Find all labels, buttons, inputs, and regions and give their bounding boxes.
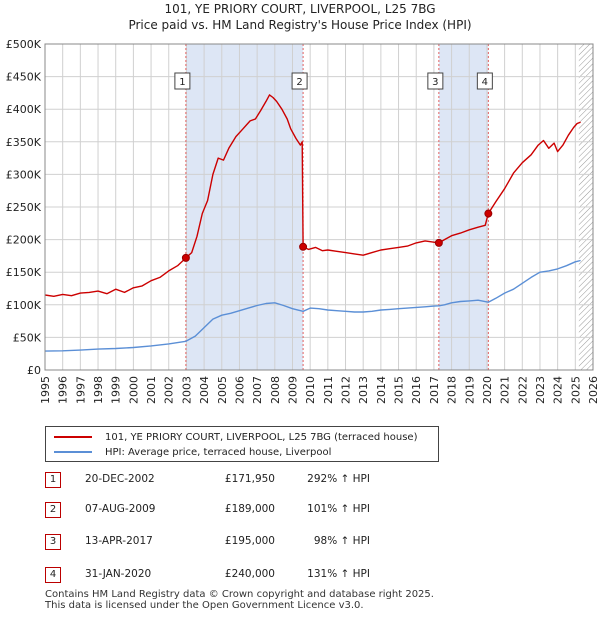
price-chart: 1995 1996 1997 1998 1999 2000 2001 2002 2003 2004…	[6, 38, 600, 404]
sale-row: 2 07-AUG-2009 £189,000 101% ↑ HPI	[45, 502, 565, 518]
sale-point	[484, 209, 493, 218]
y-tick-label: £50K	[13, 331, 42, 344]
y-tick-label: £400K	[6, 103, 42, 116]
y-tick-label: £200K	[6, 234, 42, 247]
x-tick-label: 1995	[39, 376, 52, 404]
x-tick-label: 2026	[587, 376, 600, 404]
sale-marker-label: 4	[476, 72, 493, 90]
x-tick-label: 2001	[145, 376, 158, 404]
x-tick-label: 2020	[481, 376, 494, 404]
sale-price: £171,950	[224, 473, 275, 485]
footer-copyright: Contains HM Land Registry data © Crown c…	[45, 589, 434, 600]
x-tick-label: 2008	[269, 376, 282, 404]
legend-item-hpi: HPI: Average price, terraced house, Live…	[54, 445, 331, 459]
sale-date: 20-DEC-2002	[85, 473, 155, 485]
x-tick-label: 2019	[463, 376, 476, 404]
x-tick-label: 2012	[340, 376, 353, 404]
x-tick-label: 2015	[393, 376, 406, 404]
sale-marker-number: 3	[432, 77, 438, 88]
sale-date: 07-AUG-2009	[85, 503, 156, 515]
sale-point	[434, 238, 443, 247]
legend-item-property: 101, YE PRIORY COURT, LIVERPOOL, L25 7BG…	[54, 430, 417, 444]
y-tick-label: £100K	[6, 299, 42, 312]
x-tick-label: 2025	[569, 376, 582, 404]
sale-marker-label: 3	[427, 72, 444, 90]
sale-hpi-change: 98% ↑ HPI	[313, 535, 370, 547]
sale-price: £240,000	[224, 568, 275, 580]
x-tick-label: 2017	[428, 376, 441, 404]
y-tick-label: £300K	[6, 168, 42, 181]
sale-marker-box	[174, 72, 191, 90]
sale-marker-number: 1	[179, 77, 185, 88]
x-tick-label: 2021	[499, 376, 512, 404]
x-tick-label: 2003	[180, 376, 193, 404]
sale-price: £189,000	[224, 503, 275, 515]
sale-row: 3 13-APR-2017 £195,000 98% ↑ HPI	[45, 534, 565, 550]
x-tick-label: 2009	[286, 376, 299, 404]
legend-swatch-hpi	[54, 451, 92, 453]
sale-hpi-change: 292% ↑ HPI	[307, 473, 370, 485]
y-tick-label: £250K	[6, 201, 42, 214]
sale-number-badge: 2	[45, 502, 61, 518]
sale-number-badge: 4	[45, 567, 61, 583]
plot-frame	[44, 43, 594, 371]
sale-marker-box	[291, 72, 308, 90]
x-tick-label: 2004	[198, 376, 211, 404]
sale-marker-box	[476, 72, 493, 90]
x-tick-label: 2007	[251, 376, 264, 404]
sale-row: 1 20-DEC-2002 £171,950 292% ↑ HPI	[45, 472, 565, 488]
sale-hpi-change: 131% ↑ HPI	[307, 568, 370, 580]
legend-swatch-property	[54, 436, 92, 438]
x-tick-label: 1996	[57, 376, 70, 404]
sale-number-badge: 1	[45, 472, 61, 488]
y-tick-label: £150K	[6, 266, 42, 279]
x-tick-label: 1999	[110, 376, 123, 404]
legend-label-property: 101, YE PRIORY COURT, LIVERPOOL, L25 7BG…	[105, 431, 418, 443]
x-tick-label: 2011	[322, 376, 335, 404]
sale-marker-label: 1	[174, 72, 191, 90]
x-tick-label: 2013	[357, 376, 370, 404]
sale-marker-box	[427, 72, 444, 90]
chart-title-line2: Price paid vs. HM Land Registry's House …	[128, 18, 472, 32]
y-tick-label: £0	[27, 364, 41, 377]
y-tick-label: £500K	[6, 38, 42, 51]
x-tick-label: 2016	[410, 376, 423, 404]
x-tick-label: 2018	[446, 376, 459, 404]
x-tick-label: 1998	[92, 376, 105, 404]
sale-marker-number: 4	[482, 77, 488, 88]
x-tick-label: 2024	[552, 376, 565, 404]
sale-number-badge: 3	[45, 534, 61, 550]
chart-title-line1: 101, YE PRIORY COURT, LIVERPOOL, L25 7BG	[164, 2, 436, 16]
y-tick-label: £350K	[6, 136, 42, 149]
footer-licence: This data is licensed under the Open Gov…	[45, 600, 364, 611]
x-tick-label: 2005	[216, 376, 229, 404]
x-tick-label: 2010	[304, 376, 317, 404]
y-tick-label: £450K	[6, 71, 42, 84]
sale-marker-number: 2	[296, 77, 302, 88]
sale-row: 4 31-JAN-2020 £240,000 131% ↑ HPI	[45, 567, 565, 583]
sale-price: £195,000	[224, 535, 275, 547]
hpi-line	[44, 259, 581, 352]
x-tick-label: 2006	[233, 376, 246, 404]
footer-note: Contains HM Land Registry data © Crown c…	[45, 589, 434, 611]
chart-legend: 101, YE PRIORY COURT, LIVERPOOL, L25 7BG…	[45, 426, 439, 462]
x-tick-label: 2000	[127, 376, 140, 404]
sale-hpi-change: 101% ↑ HPI	[307, 503, 370, 515]
sale-date: 13-APR-2017	[85, 535, 153, 547]
sale-marker-label: 2	[291, 72, 308, 90]
property-price-line	[44, 94, 581, 297]
sale-point	[181, 253, 190, 262]
x-tick-label: 2002	[163, 376, 176, 404]
x-tick-label: 2022	[516, 376, 529, 404]
sale-point	[299, 242, 308, 251]
x-tick-label: 1997	[74, 376, 87, 404]
x-tick-label: 2014	[375, 376, 388, 404]
x-tick-label: 2023	[534, 376, 547, 404]
sale-date: 31-JAN-2020	[85, 568, 152, 580]
legend-label-hpi: HPI: Average price, terraced house, Live…	[105, 446, 332, 458]
